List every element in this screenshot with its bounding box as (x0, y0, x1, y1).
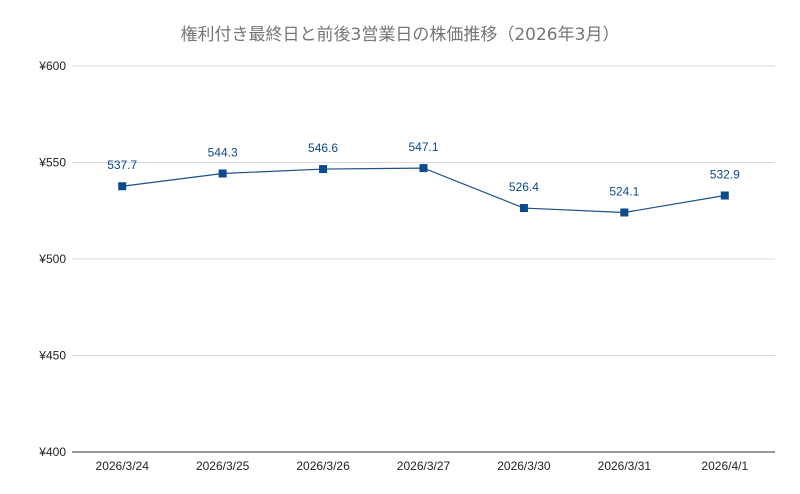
data-point-marker (218, 169, 227, 178)
x-tick-label: 2026/3/27 (397, 459, 451, 473)
data-label: 546.6 (308, 141, 338, 155)
x-tick-label: 2026/3/26 (296, 459, 350, 473)
data-point-marker (620, 208, 629, 217)
y-tick-label: ¥500 (38, 252, 66, 266)
data-point-marker (419, 164, 428, 173)
x-tick-label: 2026/3/30 (497, 459, 551, 473)
y-axis-tick-labels: ¥400 ¥450 ¥500 ¥550 ¥600 (38, 59, 66, 459)
x-axis-tick-labels: 2026/3/24 2026/3/25 2026/3/26 2026/3/27 2026… (96, 459, 749, 473)
series-layer (118, 164, 729, 217)
data-label: 524.1 (609, 184, 639, 198)
x-tick-label: 2026/3/24 (96, 459, 150, 473)
y-tick-label: ¥400 (38, 445, 66, 459)
data-point-marker (319, 165, 328, 174)
data-label: 537.7 (107, 158, 137, 172)
x-tick-label: 2026/3/25 (196, 459, 250, 473)
x-tick-label: 2026/3/31 (598, 459, 652, 473)
data-point-marker (519, 204, 528, 213)
chart-title: 権利付き最終日と前後3営業日の株価推移（2026年3月） (181, 25, 620, 45)
x-tick-label: 2026/4/1 (701, 459, 748, 473)
y-tick-label: ¥600 (38, 59, 66, 73)
data-point-marker (720, 191, 729, 200)
data-label: 547.1 (408, 140, 438, 154)
data-labels: 537.7 544.3 546.6 547.1 526.4 524.1 532.9 (107, 140, 740, 198)
gridlines (72, 65, 775, 453)
data-label: 532.9 (710, 168, 740, 182)
y-tick-label: ¥550 (38, 156, 66, 170)
data-label: 544.3 (208, 146, 238, 160)
data-label: 526.4 (509, 180, 539, 194)
data-point-marker (118, 182, 127, 191)
y-tick-label: ¥450 (38, 349, 66, 363)
